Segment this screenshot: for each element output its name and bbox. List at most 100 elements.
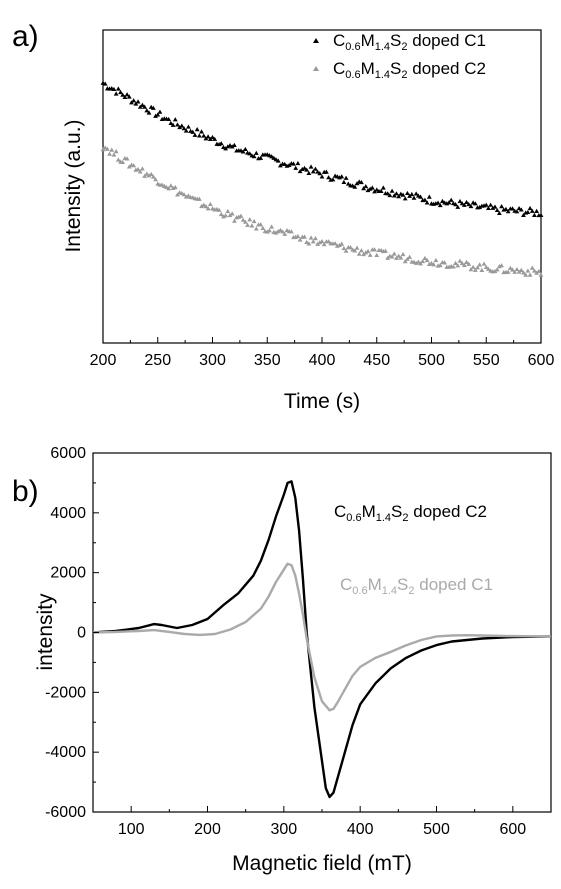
panel-a-data-point — [374, 252, 380, 257]
panel-a-data-point — [459, 201, 465, 206]
panel-a-data-point — [317, 170, 323, 176]
panel-a-data-point — [536, 268, 542, 274]
panel-a-data-point — [172, 117, 178, 122]
panel-a-data-point — [359, 248, 364, 253]
panel-a-data-point — [448, 197, 454, 202]
panel-a-data-point — [339, 174, 345, 179]
panel-a-data-point — [461, 202, 467, 207]
panel-a-data-point — [440, 198, 445, 203]
panel-a-x-tick-label: 550 — [473, 352, 500, 369]
panel-a-data-point — [505, 269, 511, 274]
panel-a-data-point — [464, 199, 469, 205]
panel-a-data-point — [492, 268, 498, 274]
panel-a-data-point — [168, 120, 174, 126]
panel-a-data-point — [378, 188, 384, 193]
panel-a-data-point — [400, 192, 406, 197]
panel-a-data-point — [133, 101, 139, 106]
panel-a-data-point — [308, 164, 314, 169]
panel-a-data-point — [534, 270, 540, 275]
panel-a-data-point — [534, 208, 540, 214]
panel-a-data-point — [326, 239, 331, 244]
panel-a-data-point — [387, 192, 393, 198]
panel-a-data-point — [183, 194, 189, 199]
panel-a-data-point — [396, 253, 402, 258]
panel-a-data-point — [409, 191, 415, 197]
panel-a-data-point — [275, 158, 281, 163]
panel-b-legend: C0.6M1.4S2 doped C2 C0.6M1.4S2 doped C1 — [334, 502, 493, 597]
panel-a-data-point — [293, 165, 299, 170]
panel-a-data-point — [120, 92, 126, 97]
panel-a-data-point — [483, 264, 489, 270]
panel-a-data-point — [288, 229, 294, 234]
panel-a-data-point — [258, 155, 264, 160]
panel-a-legend-label: C0.6M1.4S2 doped C1 — [333, 31, 486, 53]
panel-b-legend-label-c2: C0.6M1.4S2 doped C2 — [334, 502, 487, 524]
panel-a-data-point — [168, 183, 174, 188]
panel-a-data-point — [223, 213, 229, 218]
panel-a-data-point — [457, 198, 463, 204]
panel-a-data-point — [400, 251, 406, 257]
panel-a-data-point — [282, 231, 288, 236]
panel-a-data-point — [267, 228, 272, 233]
panel-a-data-point — [521, 270, 526, 275]
panel-a-data-point — [437, 202, 443, 208]
panel-a-data-point — [286, 162, 292, 168]
panel-a-data-point — [380, 185, 386, 190]
panel-a-data-point — [317, 240, 323, 245]
panel-a-data-point — [205, 134, 211, 139]
panel-a-legend-marker — [313, 66, 319, 71]
panel-a-data-point — [369, 185, 375, 190]
panel-a-data-point — [424, 200, 430, 205]
panel-a-data-point — [359, 179, 364, 185]
panel-a-data-points — [100, 80, 544, 277]
panel-a-data-point — [461, 262, 467, 267]
panel-a-legend-marker — [313, 38, 319, 43]
panel-a-data-point — [468, 203, 474, 209]
panel-a-data-point — [396, 194, 402, 199]
panel-a-data-point — [451, 264, 456, 269]
panel-a-data-point — [245, 222, 250, 227]
panel-a-data-point — [341, 179, 347, 184]
panel-a-data-point — [527, 205, 533, 211]
panel-a-data-point — [100, 147, 106, 152]
panel-b-y-ticks: -6000 -4000 -2000 0 2000 4000 6000 — [45, 445, 99, 821]
panel-a-data-point — [218, 141, 224, 146]
panel-a-data-point — [398, 255, 404, 260]
panel-b-x-axis-title: Magnetic field (mT) — [232, 852, 412, 875]
panel-a-data-point — [194, 127, 200, 132]
panel-a-data-point — [253, 226, 259, 231]
panel-b-x-ticks: 100 200 300 400 500 600 — [118, 806, 526, 838]
panel-a-data-point — [510, 267, 515, 272]
panel-a-data-point — [455, 204, 461, 209]
panel-a-data-point — [472, 201, 478, 206]
panel-a-data-point — [166, 186, 172, 191]
panel-a-data-point — [142, 104, 148, 109]
panel-a-data-point — [486, 266, 491, 271]
panel-a-data-point — [196, 133, 202, 138]
panel-a-data-point — [499, 263, 504, 268]
panel-a-data-point — [352, 184, 358, 189]
panel-a-data-point — [297, 168, 303, 174]
panel-a-data-point — [319, 238, 325, 244]
panel-b-y-tick-label: 0 — [77, 625, 86, 642]
panel-b-y-tick-label: -6000 — [45, 804, 86, 821]
panel-a-data-point — [177, 124, 183, 130]
panel-a-data-point — [229, 144, 235, 149]
panel-a-data-point — [280, 229, 285, 234]
panel-a-data-point — [525, 209, 531, 215]
panel-a-data-point — [179, 123, 185, 128]
panel-a-series-1 — [100, 80, 544, 218]
panel-a-data-point — [304, 239, 310, 245]
panel-a-data-point — [242, 219, 248, 224]
panel-a-data-point — [367, 186, 373, 191]
panel-a-data-point — [269, 154, 275, 159]
panel-a-data-point — [435, 200, 441, 205]
panel-a-data-point — [503, 206, 509, 212]
panel-a-data-point — [109, 147, 115, 152]
panel-a-data-point — [411, 195, 417, 200]
panel-a-data-point — [227, 212, 233, 218]
panel-a-data-point — [111, 152, 117, 157]
panel-a-data-point — [422, 197, 428, 202]
panel-a-x-tick-label: 200 — [90, 352, 117, 369]
